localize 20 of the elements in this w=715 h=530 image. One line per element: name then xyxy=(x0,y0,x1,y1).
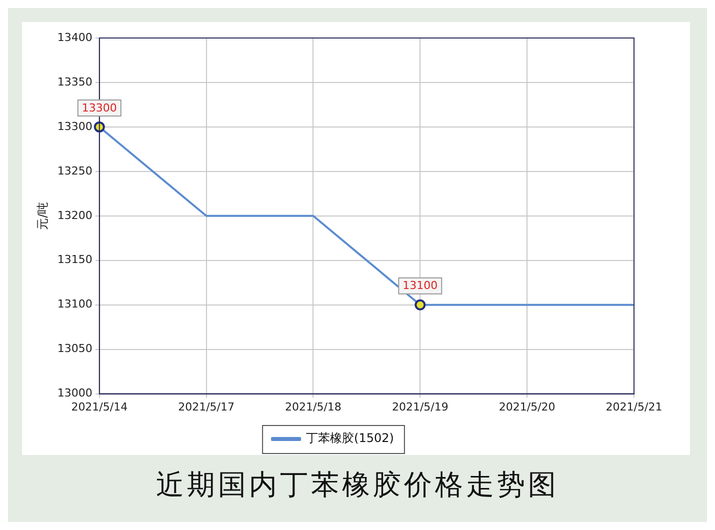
x-tick-label: 2021/5/17 xyxy=(178,400,235,414)
y-axis-title: 元/吨 xyxy=(35,202,50,230)
y-tick-label: 13100 xyxy=(57,298,92,311)
y-tick-label: 13400 xyxy=(57,30,92,44)
annotation: 13300 xyxy=(82,101,117,114)
x-tick-label: 2021/5/18 xyxy=(285,400,342,414)
legend-label: 丁苯橡胶(1502) xyxy=(306,431,394,446)
y-tick-label: 13150 xyxy=(57,253,92,266)
x-tick-label: 2021/5/20 xyxy=(498,400,556,414)
y-tick-label: 13350 xyxy=(57,75,92,88)
x-tick-label: 2021/5/21 xyxy=(606,400,662,414)
text: 近期国内丁苯橡胶价格走势图 xyxy=(155,467,560,503)
y-tick-label: 13300 xyxy=(57,120,92,133)
annotation: 13100 xyxy=(402,279,438,292)
y-tick-label: 13000 xyxy=(57,386,92,400)
y-tick-label: 13050 xyxy=(57,342,92,356)
y-tick-label: 13200 xyxy=(57,208,92,222)
x-tick-label: 2021/5/19 xyxy=(392,400,448,414)
x-tick-label: 2021/5/14 xyxy=(71,400,128,414)
y-tick-label: 13250 xyxy=(57,164,92,178)
